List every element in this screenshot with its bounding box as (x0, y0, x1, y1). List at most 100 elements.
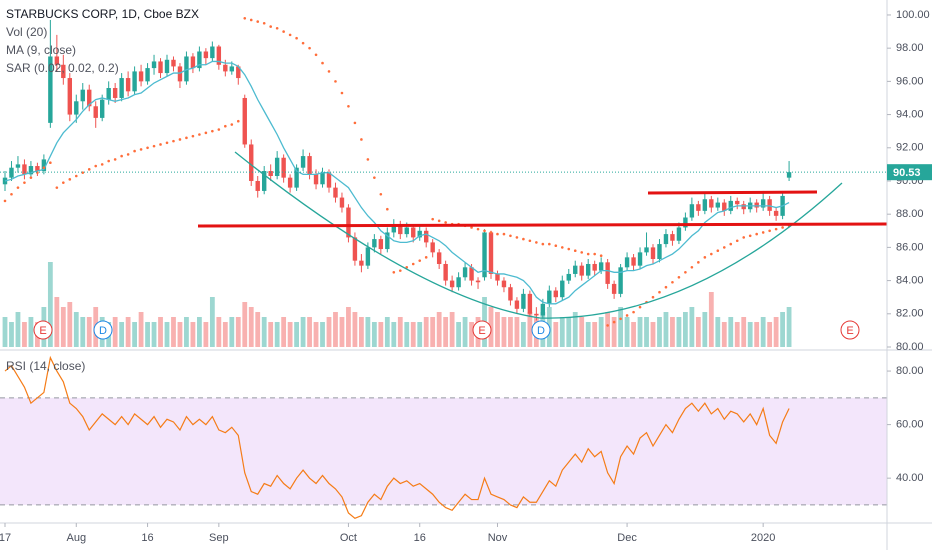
volume-bar (553, 322, 559, 347)
sar-dot (774, 227, 778, 231)
volume-bar (326, 317, 332, 347)
candle-body (605, 262, 610, 284)
sar-dot (152, 144, 156, 148)
candle-body (190, 56, 196, 69)
event-marker (840, 320, 860, 340)
volume-bar (177, 322, 183, 347)
sar-dot (94, 164, 98, 168)
candle-body (741, 204, 746, 210)
volume-bar (145, 322, 150, 347)
sar-dot (535, 241, 538, 244)
sar-dot (198, 133, 201, 136)
volume-bar (151, 322, 157, 347)
volume-bar (572, 312, 578, 347)
sar-dot (638, 305, 642, 309)
volume-bar (521, 322, 526, 347)
sar-dot (301, 41, 305, 45)
volume-bar (527, 312, 533, 347)
x-tick-label: 16 (414, 532, 426, 544)
sar-dot (327, 70, 331, 73)
sar-dot (748, 234, 752, 238)
sar-dot (768, 229, 771, 233)
volume-bar (339, 317, 345, 347)
candle-body (158, 61, 163, 74)
candle-body (644, 247, 649, 253)
sar-dot (262, 21, 266, 25)
candle-body (313, 174, 319, 185)
event-label: E (39, 325, 46, 337)
sar-dot (593, 252, 596, 256)
candle-body (352, 237, 358, 261)
volume-bar (229, 317, 235, 347)
resistance-line (197, 222, 888, 228)
volume-bar (495, 312, 500, 347)
candle-body (326, 172, 332, 188)
sar-dot (269, 25, 272, 28)
x-tick-label: Dec (617, 532, 637, 544)
candle-body (417, 230, 422, 238)
candle-body (9, 167, 14, 178)
sar-dot (560, 246, 564, 249)
candle-body (294, 167, 299, 188)
volume-bar (28, 317, 34, 347)
volume-bar (346, 307, 351, 347)
sar-dot (256, 20, 260, 23)
sar-dot (697, 261, 700, 264)
volume-bar (404, 322, 410, 347)
rsi-background (0, 397, 887, 506)
sar-dot (619, 317, 622, 321)
sar-dot (761, 231, 765, 234)
candle-body (112, 88, 118, 98)
candle-body (670, 234, 675, 241)
volume-bar (611, 317, 617, 347)
candle-body (488, 232, 494, 274)
candle-body (547, 290, 552, 304)
volume-bar (125, 317, 131, 347)
volume-bar (307, 317, 312, 347)
candle-body (145, 68, 150, 82)
sar-dot (405, 266, 409, 269)
volume-bar (443, 317, 449, 347)
sar-dot (62, 181, 65, 184)
volume-bar (138, 312, 144, 347)
sar-dot (573, 249, 577, 253)
candle-body (456, 277, 461, 288)
volume-bar (216, 317, 222, 347)
event-marker (93, 320, 113, 340)
y-tick-label: 88.00 (896, 208, 924, 220)
x-tick-label: Nov (488, 532, 508, 544)
sar-dot (599, 254, 603, 257)
sar-dot (230, 123, 234, 126)
sar-dot (496, 232, 499, 236)
volume-bar (618, 307, 623, 347)
candle-body (28, 166, 34, 175)
candle-body (119, 78, 124, 98)
volume-bar (300, 317, 306, 347)
candle-body (709, 199, 714, 208)
candle-body (287, 177, 293, 188)
volume-bar (22, 322, 27, 347)
volume-bar (728, 317, 734, 347)
candle-body (579, 265, 584, 276)
sar-dot (580, 251, 584, 254)
volume-bar (60, 307, 66, 347)
sar-dot (74, 174, 78, 178)
sar-dot (710, 252, 713, 256)
volume-bar (365, 317, 371, 347)
sar-dot (586, 252, 590, 256)
volume-bar (715, 317, 721, 347)
candle-body (501, 280, 507, 288)
sar-dot (334, 80, 337, 83)
sar-dot (107, 159, 110, 163)
volume-bar (721, 322, 727, 347)
sar-dot (133, 149, 136, 153)
sar-dot (476, 227, 480, 231)
candle-body (87, 89, 92, 107)
y-tick-label: 98.00 (896, 42, 924, 54)
rsi-y-tick-label: 40.00 (896, 472, 924, 484)
candle-body (15, 164, 21, 168)
sar-dot (632, 310, 635, 314)
volume-bar (197, 317, 202, 347)
sar-dot (87, 168, 91, 171)
sar-dot (398, 269, 402, 272)
